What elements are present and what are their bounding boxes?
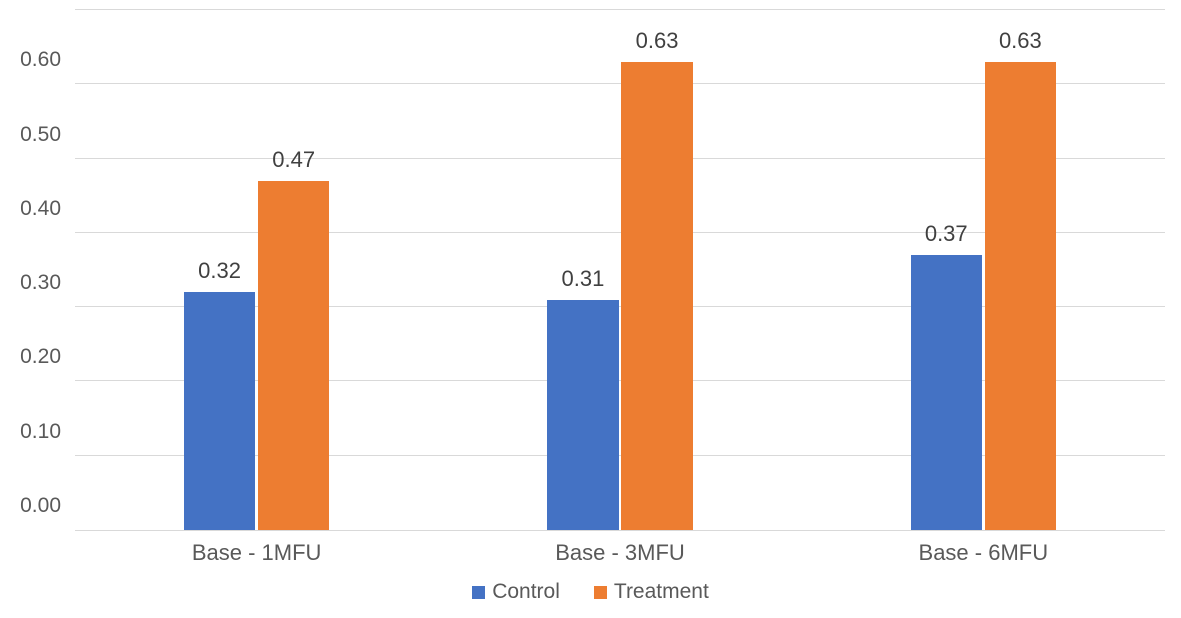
bar-value-label: 0.63 (636, 28, 679, 62)
x-axis-tick: Base - 6MFU (919, 530, 1049, 566)
y-axis-tick: 0.00 (20, 494, 75, 518)
legend-swatch (594, 586, 607, 599)
category-group: Base - 6MFU0.370.63 (911, 10, 1056, 530)
x-axis-tick: Base - 1MFU (192, 530, 322, 566)
y-axis-tick: 0.40 (20, 197, 75, 221)
y-axis-tick: 0.60 (20, 48, 75, 72)
bar-value-label: 0.63 (999, 28, 1042, 62)
bar-control: 0.37 (911, 255, 982, 530)
bar-value-label: 0.31 (562, 266, 605, 300)
category-group: Base - 1MFU0.320.47 (184, 10, 329, 530)
y-axis-tick: 0.30 (20, 271, 75, 295)
bar-treatment: 0.63 (985, 62, 1056, 530)
bar-treatment: 0.47 (258, 181, 329, 530)
legend-label: Control (492, 580, 560, 604)
legend-label: Treatment (614, 580, 709, 604)
y-axis-tick: 0.20 (20, 345, 75, 369)
category-group: Base - 3MFU0.310.63 (547, 10, 692, 530)
plot-area: 0.000.100.200.300.400.500.600.70Base - 1… (75, 10, 1165, 531)
chart-legend: Control Treatment (0, 580, 1181, 604)
bar-value-label: 0.32 (198, 258, 241, 292)
legend-swatch (472, 586, 485, 599)
y-axis-tick: 0.10 (20, 420, 75, 444)
y-axis-tick: 0.50 (20, 123, 75, 147)
grouped-bar-chart: 0.000.100.200.300.400.500.600.70Base - 1… (0, 0, 1181, 618)
legend-item-control: Control (472, 580, 560, 604)
bar-control: 0.31 (547, 300, 618, 530)
bar-value-label: 0.47 (272, 147, 315, 181)
legend-item-treatment: Treatment (594, 580, 709, 604)
x-axis-tick: Base - 3MFU (555, 530, 685, 566)
bar-treatment: 0.63 (621, 62, 692, 530)
bar-value-label: 0.37 (925, 221, 968, 255)
bar-control: 0.32 (184, 292, 255, 530)
